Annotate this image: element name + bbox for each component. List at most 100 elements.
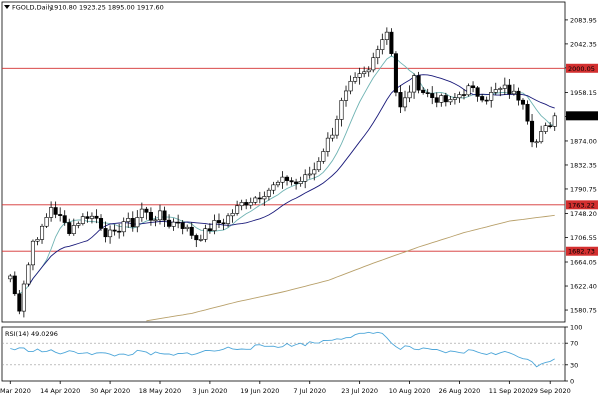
candle-body	[248, 202, 253, 206]
candle-body	[348, 80, 353, 92]
candle-body	[44, 217, 49, 227]
candle-body	[511, 90, 516, 95]
candle-body	[76, 223, 81, 226]
candle-body	[412, 75, 417, 93]
candle-body	[312, 169, 317, 175]
candle-body	[153, 219, 158, 222]
x-tick-label: 7 Jul 2020	[293, 387, 326, 395]
candle-body	[71, 225, 76, 234]
candle-body	[334, 119, 339, 136]
candle-body	[89, 215, 94, 219]
candle-body	[207, 228, 212, 232]
candle-body	[239, 202, 244, 207]
candle-body	[425, 92, 430, 94]
candle-body	[266, 189, 271, 197]
rsi-panel-frame	[1, 326, 566, 382]
candle-body	[475, 87, 480, 97]
y-tick-label: 1580.75	[570, 307, 597, 315]
candle-body	[157, 210, 163, 221]
x-tick-label: 10 Aug 2020	[389, 387, 431, 395]
candle-body	[371, 57, 376, 71]
candle-body	[461, 94, 467, 96]
candle-body	[353, 77, 358, 82]
candle-body	[230, 213, 235, 217]
candle-body	[53, 207, 58, 215]
candle-body	[434, 97, 439, 103]
x-tick-label: 11 Sep 2020	[489, 387, 530, 395]
candle-body	[421, 89, 426, 93]
candle-body	[185, 226, 190, 229]
candle-body	[366, 69, 371, 73]
candle-body	[139, 208, 144, 218]
current-price-tag	[566, 111, 598, 121]
candle-body	[30, 240, 35, 266]
candle-body	[162, 210, 167, 221]
candle-body	[8, 275, 13, 280]
candle-body	[144, 208, 149, 213]
y-tick-label: 1664.05	[570, 259, 597, 267]
candle-body	[548, 125, 553, 127]
candle-body	[430, 93, 435, 98]
level-tag	[566, 246, 598, 256]
candle-body	[343, 90, 349, 101]
candle-body	[294, 181, 299, 184]
candle-body	[289, 180, 294, 183]
candle-body	[439, 95, 444, 103]
candle-body	[280, 176, 285, 183]
rsi-tick-label: 100	[570, 324, 582, 332]
candle-body	[452, 97, 457, 100]
y-tick-label: 1748.20	[570, 210, 597, 218]
candle-body	[35, 239, 40, 242]
rsi-tick-label: 30	[570, 361, 578, 369]
candle-body	[298, 181, 303, 184]
candle-body	[303, 174, 308, 182]
candle-body	[402, 97, 408, 108]
y-tick-label: 1958.15	[570, 89, 597, 97]
rsi-label: RSI(14) 49.0296	[5, 330, 58, 338]
candle-body	[552, 115, 557, 127]
candle-body	[316, 160, 321, 171]
candle-body	[171, 221, 176, 227]
candle-body	[262, 196, 267, 200]
candle-body	[212, 220, 217, 232]
level-tag	[566, 200, 598, 210]
candle-body	[539, 131, 544, 143]
candle-body	[126, 218, 131, 222]
candle-body	[380, 39, 385, 50]
candle-body	[502, 84, 507, 89]
y-tick-label: 1622.40	[570, 283, 597, 291]
candle-body	[493, 89, 498, 93]
candle-body	[130, 218, 135, 228]
candle-body	[235, 205, 240, 214]
x-tick-label: 19 Jun 2020	[240, 387, 279, 395]
candle-body	[103, 228, 108, 238]
x-tick-label: 29 Sep 2020	[530, 387, 571, 395]
candle-body	[407, 91, 412, 99]
y-tick-label: 1790.75	[570, 185, 597, 193]
candle-body	[285, 176, 290, 181]
rsi-tick-label: 0	[570, 378, 574, 386]
candle-body	[121, 221, 126, 233]
x-tick-label: 26 Mar 2020	[0, 387, 31, 395]
candle-body	[534, 141, 539, 144]
y-tick-label: 2042.35	[570, 40, 597, 48]
candle-body	[507, 84, 512, 95]
candle-body	[85, 216, 90, 219]
level-label: 2000.05	[568, 65, 595, 73]
x-tick-label: 18 May 2020	[139, 387, 181, 395]
candle-body	[321, 151, 326, 162]
candle-body	[117, 230, 122, 233]
candle-body	[221, 222, 226, 225]
x-tick-label: 14 Apr 2020	[40, 387, 80, 395]
candle-body	[40, 225, 45, 240]
candle-body	[384, 31, 389, 40]
x-tick-label: 26 Aug 2020	[439, 387, 481, 395]
candle-body	[325, 137, 330, 152]
candle-body	[12, 275, 17, 295]
candle-body	[520, 99, 525, 105]
candle-body	[480, 96, 485, 101]
x-tick-label: 23 Jul 2020	[341, 387, 378, 395]
candle-body	[226, 215, 231, 224]
candle-body	[94, 215, 99, 219]
